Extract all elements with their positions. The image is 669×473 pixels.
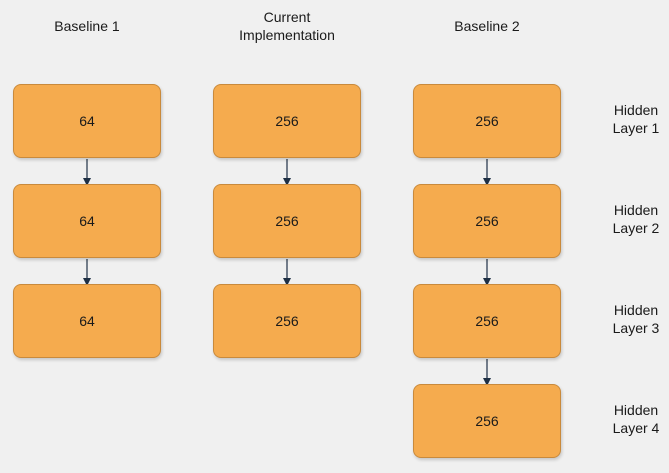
- layer-box-b1-2: 64: [13, 184, 161, 258]
- layer-box-b1-1: 64: [13, 84, 161, 158]
- column-title-baseline-2: Baseline 2: [454, 18, 520, 34]
- layer-box-cur-2: 256: [213, 184, 361, 258]
- layer-box-cur-3: 256: [213, 284, 361, 358]
- layer-size-label: 256: [475, 213, 499, 229]
- row-label-hidden-layer-2: Hidden Layer 2: [612, 202, 660, 236]
- row-label-hidden-layer-3: Hidden Layer 3: [612, 302, 660, 336]
- layer-box-b2-2: 256: [413, 184, 561, 258]
- layer-size-label: 64: [79, 113, 95, 129]
- layer-size-label: 256: [475, 413, 499, 429]
- layer-size-label: 256: [275, 313, 299, 329]
- layer-size-label: 256: [275, 213, 299, 229]
- layer-size-label: 256: [475, 313, 499, 329]
- row-label-hidden-layer-4: Hidden Layer 4: [612, 402, 660, 436]
- layer-box-b2-3: 256: [413, 284, 561, 358]
- row-label-hidden-layer-1: Hidden Layer 1: [612, 102, 660, 136]
- layer-size-label: 256: [475, 113, 499, 129]
- layer-size-label: 64: [79, 313, 95, 329]
- layer-size-label: 256: [275, 113, 299, 129]
- column-title-current-implementation: Current Implementation: [239, 9, 335, 43]
- layer-box-b1-3: 64: [13, 284, 161, 358]
- layer-box-cur-1: 256: [213, 84, 361, 158]
- layer-box-b2-4: 256: [413, 384, 561, 458]
- column-title-baseline-1: Baseline 1: [54, 18, 120, 34]
- layer-size-label: 64: [79, 213, 95, 229]
- layer-box-b2-1: 256: [413, 84, 561, 158]
